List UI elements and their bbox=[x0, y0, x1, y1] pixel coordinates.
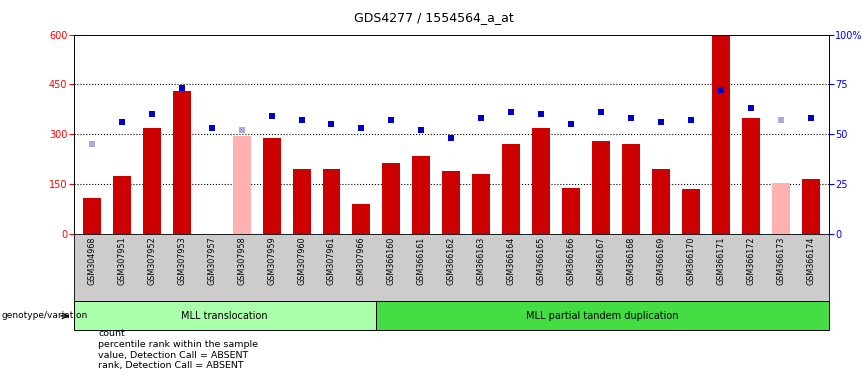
Bar bbox=[323, 169, 340, 234]
Text: GSM307952: GSM307952 bbox=[148, 236, 156, 285]
Bar bbox=[233, 136, 251, 234]
Text: GSM366172: GSM366172 bbox=[746, 236, 755, 285]
Bar bbox=[74, 301, 376, 330]
Text: MLL partial tandem duplication: MLL partial tandem duplication bbox=[526, 311, 679, 321]
Text: MLL translocation: MLL translocation bbox=[181, 311, 268, 321]
Text: GSM307961: GSM307961 bbox=[327, 236, 336, 285]
Text: GSM366170: GSM366170 bbox=[687, 236, 695, 285]
Text: GDS4277 / 1554564_a_at: GDS4277 / 1554564_a_at bbox=[354, 12, 514, 25]
Bar bbox=[412, 156, 431, 234]
Bar bbox=[82, 198, 101, 234]
Bar bbox=[742, 118, 760, 234]
Text: GSM366160: GSM366160 bbox=[387, 236, 396, 285]
Text: GSM366162: GSM366162 bbox=[447, 236, 456, 285]
Bar bbox=[376, 301, 829, 330]
Bar bbox=[802, 179, 820, 234]
Text: GSM366169: GSM366169 bbox=[656, 236, 666, 285]
Bar bbox=[352, 204, 371, 234]
Text: GSM307953: GSM307953 bbox=[177, 236, 186, 285]
Bar bbox=[472, 174, 490, 234]
Bar bbox=[383, 163, 400, 234]
Text: GSM366161: GSM366161 bbox=[417, 236, 426, 285]
Bar bbox=[622, 144, 640, 234]
Bar bbox=[772, 183, 790, 234]
Text: GSM366167: GSM366167 bbox=[596, 236, 606, 285]
Bar bbox=[652, 169, 670, 234]
Text: GSM366174: GSM366174 bbox=[806, 236, 815, 285]
Bar bbox=[592, 141, 610, 234]
Bar bbox=[682, 189, 700, 234]
Bar bbox=[443, 171, 460, 234]
Text: GSM304968: GSM304968 bbox=[88, 236, 96, 285]
Bar bbox=[173, 91, 191, 234]
Bar bbox=[532, 128, 550, 234]
Text: rank, Detection Call = ABSENT: rank, Detection Call = ABSENT bbox=[98, 361, 244, 371]
Text: count: count bbox=[98, 329, 125, 338]
Text: GSM307959: GSM307959 bbox=[267, 236, 276, 285]
Text: GSM307951: GSM307951 bbox=[117, 236, 126, 285]
Text: GSM366163: GSM366163 bbox=[477, 236, 486, 285]
Text: percentile rank within the sample: percentile rank within the sample bbox=[98, 340, 258, 349]
Bar bbox=[503, 144, 520, 234]
Bar bbox=[262, 138, 280, 234]
Text: value, Detection Call = ABSENT: value, Detection Call = ABSENT bbox=[98, 351, 248, 360]
Text: GSM366164: GSM366164 bbox=[507, 236, 516, 285]
Bar bbox=[293, 169, 311, 234]
Text: GSM307957: GSM307957 bbox=[207, 236, 216, 285]
Bar bbox=[142, 128, 161, 234]
Text: GSM366168: GSM366168 bbox=[627, 236, 635, 285]
Text: GSM366166: GSM366166 bbox=[567, 236, 575, 285]
Bar bbox=[562, 188, 580, 234]
Text: GSM366173: GSM366173 bbox=[777, 236, 786, 285]
Text: GSM366171: GSM366171 bbox=[717, 236, 726, 285]
Text: GSM366165: GSM366165 bbox=[536, 236, 546, 285]
Text: genotype/variation: genotype/variation bbox=[2, 311, 88, 320]
Bar bbox=[712, 36, 730, 234]
Text: GSM307958: GSM307958 bbox=[237, 236, 247, 285]
Bar bbox=[113, 176, 131, 234]
Text: GSM307960: GSM307960 bbox=[297, 236, 306, 285]
Text: GSM307966: GSM307966 bbox=[357, 236, 366, 285]
